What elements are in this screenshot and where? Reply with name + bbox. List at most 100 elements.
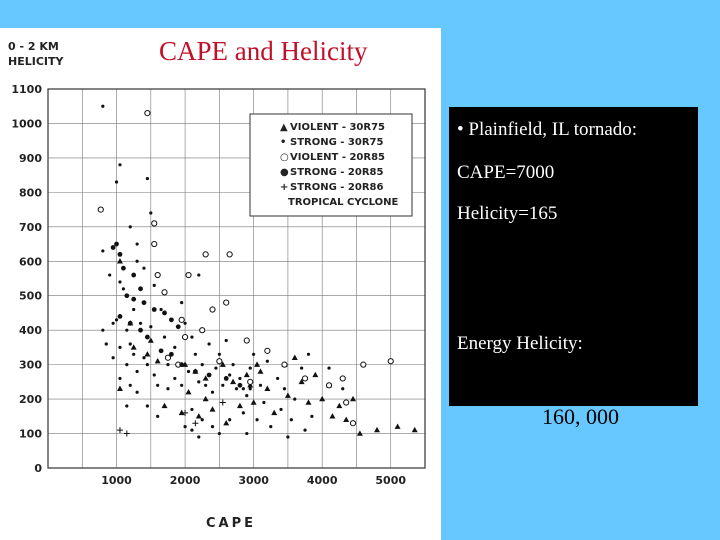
data-point	[173, 376, 177, 381]
y-tick-label: 400	[19, 324, 42, 337]
data-point	[161, 289, 168, 296]
y-tick-label: 500	[19, 290, 42, 303]
data-point	[190, 335, 194, 339]
legend-label: VIOLENT - 20R85	[290, 152, 385, 163]
y-axis-label-line-1: 0 - 2 KM	[8, 40, 59, 53]
data-point	[255, 418, 259, 422]
data-point	[206, 372, 212, 378]
data-point	[181, 333, 189, 341]
data-point	[216, 358, 223, 365]
legend-symbol: •	[280, 137, 286, 148]
data-point	[158, 348, 164, 354]
data-point	[185, 271, 192, 279]
data-point	[210, 390, 215, 394]
data-point	[151, 220, 158, 227]
data-point	[144, 110, 151, 117]
data-point	[264, 347, 271, 354]
data-point	[114, 318, 119, 322]
data-point	[118, 280, 122, 284]
legend-label: VIOLENT - 30R75	[290, 122, 385, 133]
data-point	[145, 363, 149, 367]
info-cape: CAPE=7000	[457, 162, 555, 183]
data-point	[228, 418, 232, 422]
data-point	[197, 273, 201, 277]
data-point	[219, 399, 226, 406]
data-point	[248, 387, 252, 391]
data-point	[142, 356, 146, 360]
data-point	[209, 406, 216, 412]
plot-frame	[47, 88, 426, 469]
data-point	[135, 390, 139, 394]
data-point	[183, 321, 187, 325]
data-point	[343, 399, 350, 406]
y-tick-label: 1100	[11, 83, 42, 96]
data-point	[110, 245, 116, 250]
data-point	[360, 361, 367, 368]
data-point	[209, 306, 216, 313]
data-point	[210, 425, 215, 429]
data-point	[138, 286, 143, 292]
data-point	[147, 337, 154, 343]
data-point	[339, 375, 346, 382]
data-point	[310, 414, 314, 418]
data-point	[132, 352, 136, 356]
legend-label: STRONG - 20R85	[290, 167, 383, 178]
data-point	[149, 325, 153, 329]
y-tick-label: 200	[19, 393, 42, 406]
legend-symbol: ○	[280, 152, 289, 163]
data-point	[190, 428, 194, 432]
points-layer	[97, 104, 418, 439]
data-point	[127, 320, 133, 326]
data-point	[282, 387, 287, 391]
data-point	[125, 404, 129, 408]
data-point	[291, 354, 298, 360]
data-point	[234, 387, 239, 391]
data-point	[178, 409, 185, 416]
data-point	[254, 361, 261, 367]
y-tick-label: 600	[19, 255, 42, 268]
data-point	[183, 425, 187, 429]
data-point	[200, 418, 204, 422]
data-point	[116, 258, 123, 264]
data-point	[128, 342, 132, 346]
data-point	[265, 359, 269, 363]
data-point	[327, 366, 331, 370]
data-point	[130, 344, 137, 350]
data-point	[245, 394, 249, 398]
data-point	[349, 420, 357, 427]
y-axis-label-line-2: HELICITY	[8, 55, 64, 68]
data-point	[257, 368, 264, 374]
data-point	[125, 328, 129, 332]
x-tick-label: 5000	[375, 474, 406, 487]
axis-layer: 0 100 200 300 400 500 600 700 800 900 1000 1100 1000…	[11, 83, 426, 487]
data-point	[144, 351, 151, 357]
data-point	[128, 383, 132, 387]
data-point	[138, 321, 143, 325]
data-point	[247, 378, 254, 385]
data-point	[303, 428, 307, 432]
data-point	[231, 363, 235, 367]
data-point	[161, 402, 168, 409]
data-point	[264, 385, 271, 391]
data-point	[300, 366, 304, 370]
data-point	[199, 327, 206, 334]
data-point	[319, 395, 326, 402]
data-point	[142, 266, 146, 270]
energy-helicity-value: 160, 000	[542, 404, 619, 429]
data-point	[101, 249, 105, 253]
y-tick-label: 900	[19, 152, 42, 165]
data-point	[132, 307, 136, 312]
data-point	[394, 423, 401, 429]
data-point	[168, 317, 174, 323]
data-point	[173, 345, 177, 350]
data-point	[192, 369, 198, 374]
data-point	[214, 366, 218, 370]
info-location: • Plainfield, IL tornado:	[457, 119, 638, 140]
data-point	[258, 383, 263, 387]
x-tick-label: 1000	[101, 474, 132, 487]
data-point	[293, 397, 297, 401]
data-point	[123, 430, 130, 437]
data-point	[145, 404, 149, 408]
y-tick-label: 0	[34, 462, 42, 475]
data-point	[117, 251, 123, 257]
